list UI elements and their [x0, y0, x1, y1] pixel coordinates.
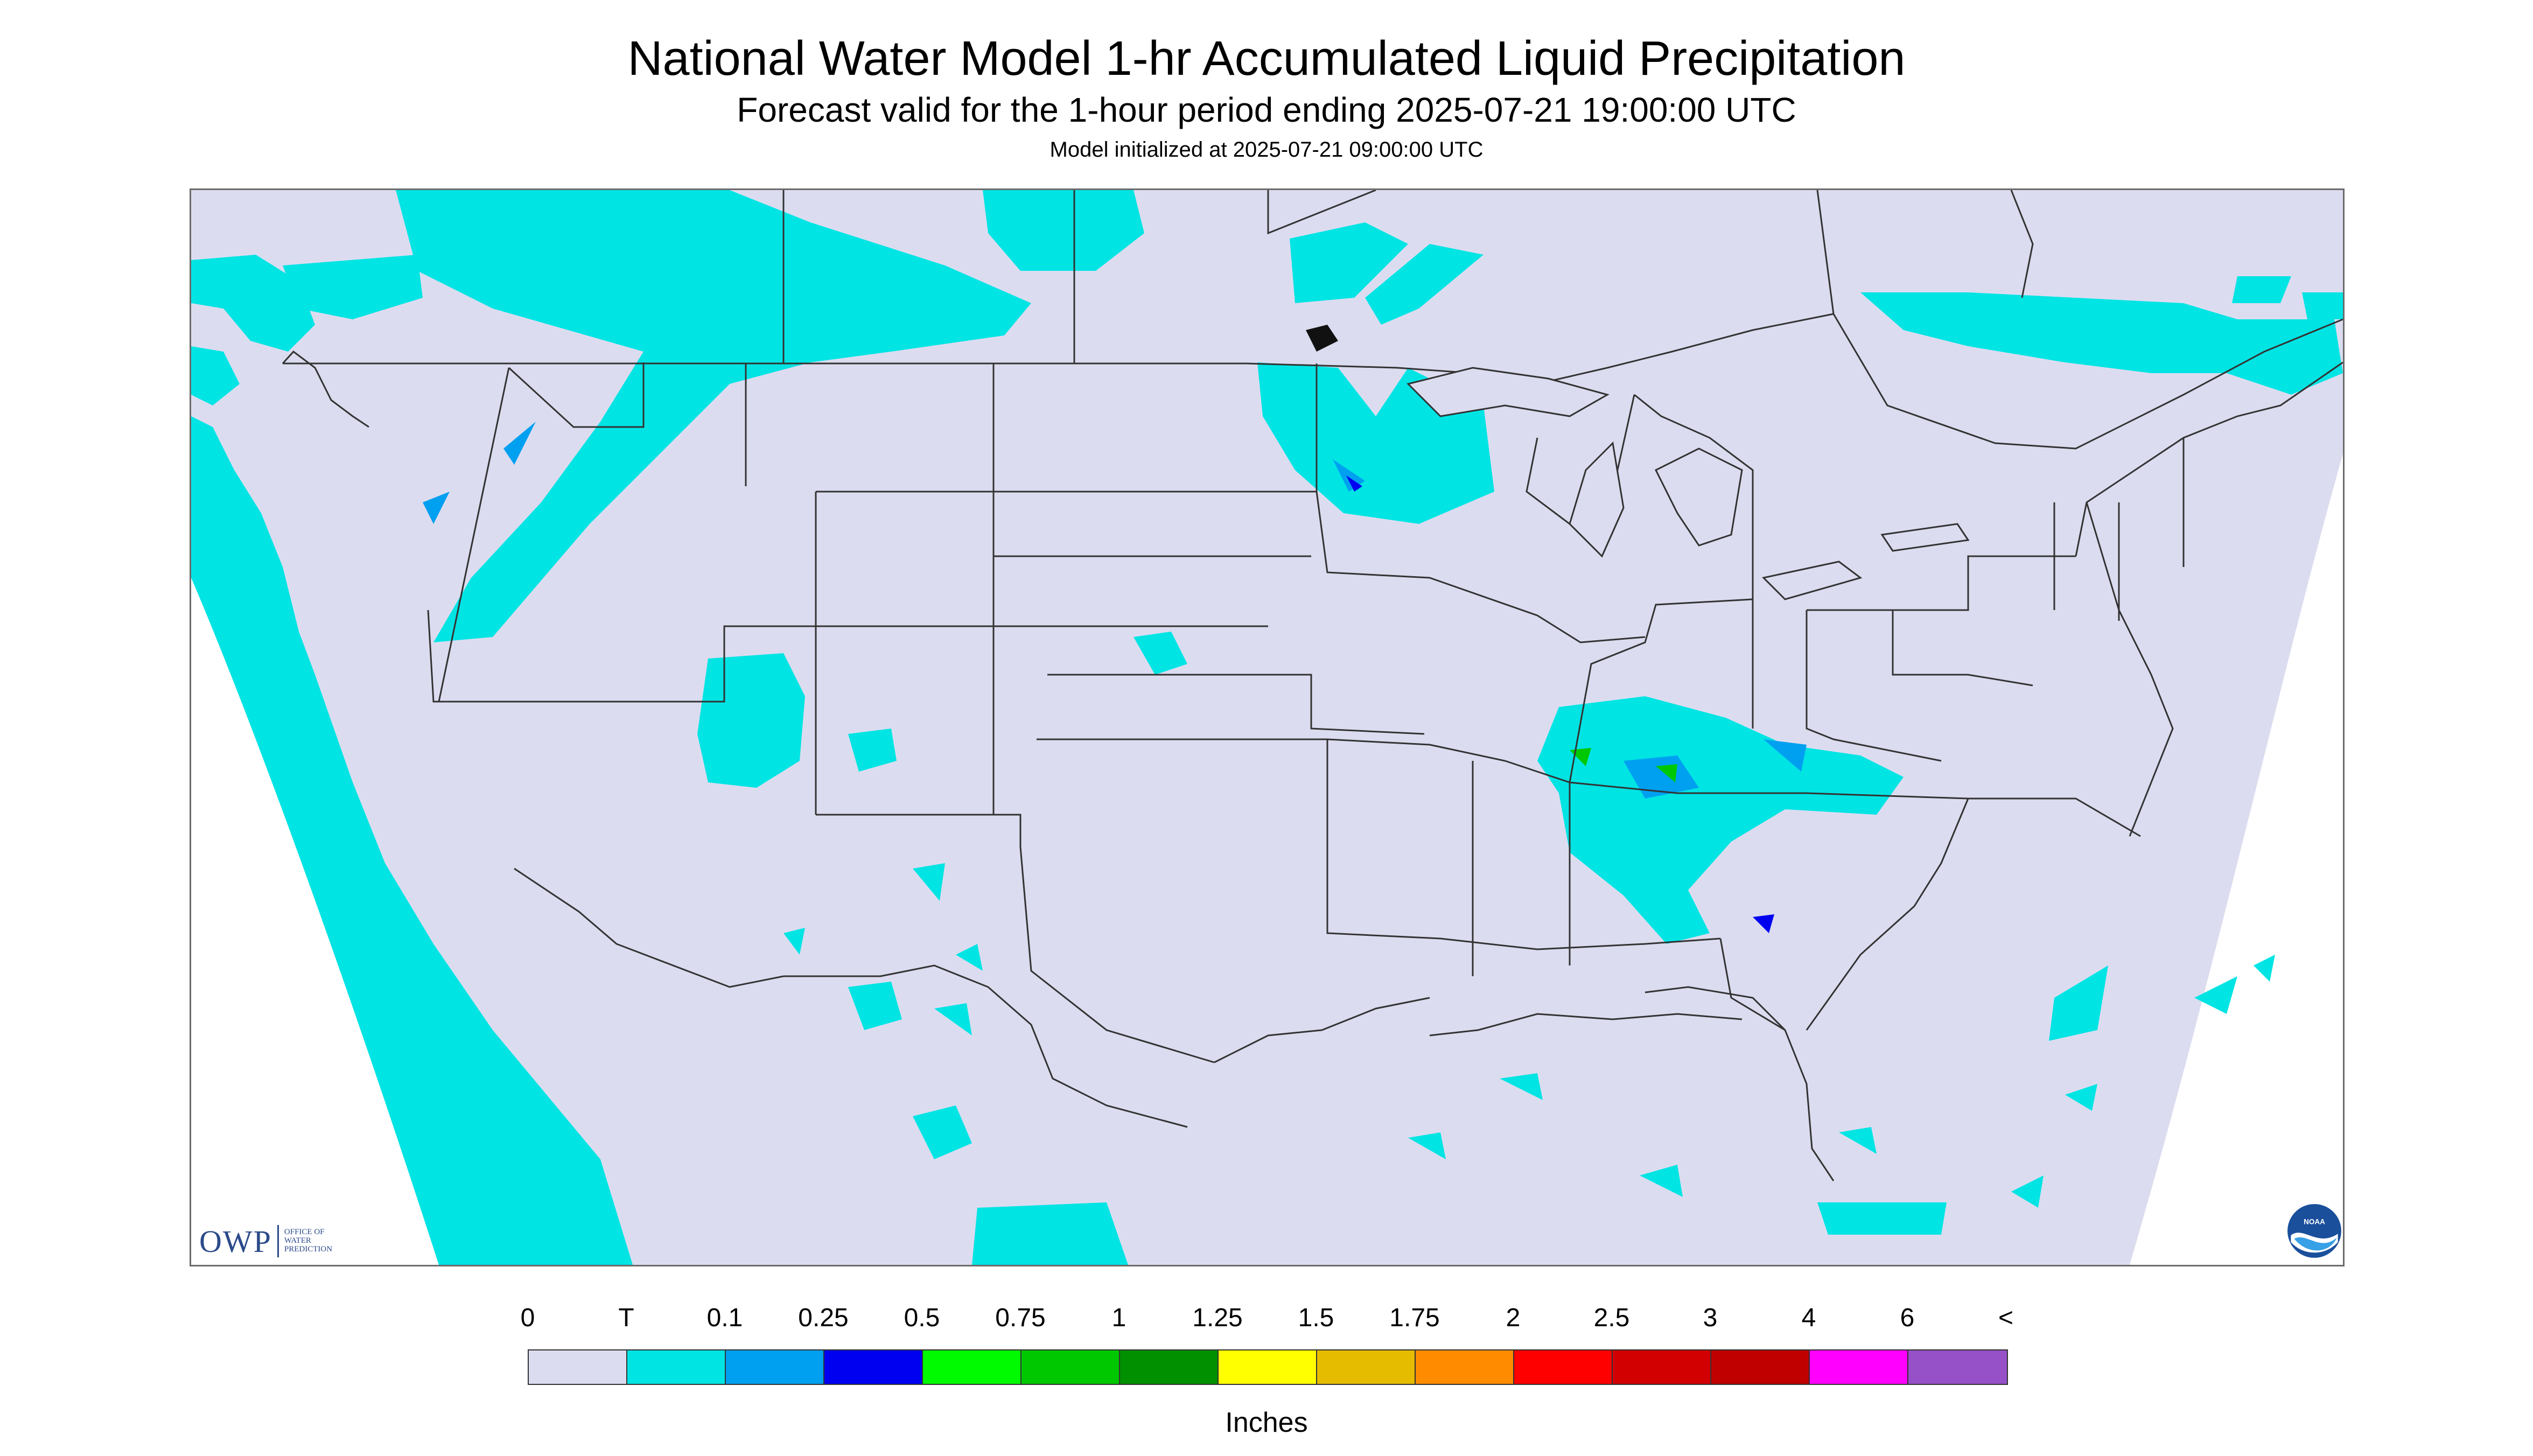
- forecast-valid-subtitle: Forecast valid for the 1-hour period end…: [737, 90, 1796, 129]
- legend-swatch: [1021, 1350, 1120, 1384]
- legend-swatch: [529, 1350, 627, 1384]
- legend-swatch: [1416, 1350, 1514, 1384]
- legend-swatch: [1120, 1350, 1219, 1384]
- northwest-band: [396, 190, 1031, 642]
- legend-swatch: [726, 1350, 824, 1384]
- legend-colorbar: [528, 1349, 2008, 1385]
- ohio-valley-precip: [1537, 696, 1904, 944]
- legend-label: 0.5: [904, 1304, 940, 1332]
- model-init-text: Model initialized at 2025-07-21 09:00:00…: [1049, 138, 1484, 162]
- legend-swatch: [1317, 1350, 1416, 1384]
- legend-label: T: [618, 1304, 634, 1332]
- owp-logo: OWP OFFICE OF WATER PREDICTION: [199, 1222, 332, 1260]
- noaa-logo-text: NOAA: [2304, 1218, 2325, 1226]
- pacific-precip-band: [191, 416, 633, 1265]
- legend-label: 2: [1506, 1304, 1521, 1332]
- model-domain: [191, 190, 2343, 1265]
- legend-swatch: [1908, 1350, 2007, 1384]
- legend-swatch: [1810, 1350, 1908, 1384]
- legend-label: 0: [520, 1304, 535, 1332]
- owp-logo-separator: [277, 1225, 279, 1257]
- legend-label: 2.5: [1593, 1304, 1630, 1332]
- noaa-logo: NOAA: [2287, 1204, 2341, 1258]
- legend-label: 1.75: [1389, 1304, 1440, 1332]
- legend-label: 1: [1111, 1304, 1126, 1332]
- precipitation-map: [190, 188, 2345, 1266]
- legend-swatch: [1514, 1350, 1613, 1384]
- map-title: National Water Model 1-hr Accumulated Li…: [627, 32, 1906, 86]
- legend-swatch: [1613, 1350, 1711, 1384]
- legend-units: Inches: [1225, 1407, 1308, 1438]
- legend-swatch: [1219, 1350, 1317, 1384]
- northeast-band: [1860, 292, 2343, 395]
- legend-label: 0.25: [798, 1304, 849, 1332]
- legend-label: 6: [1900, 1304, 1915, 1332]
- legend-label: 0.1: [706, 1304, 743, 1332]
- legend-swatch: [1711, 1350, 1810, 1384]
- owp-logo-text: OWP: [199, 1223, 272, 1259]
- legend-label: 3: [1703, 1304, 1718, 1332]
- legend-swatch: [824, 1350, 923, 1384]
- legend-label: <: [1998, 1304, 2014, 1332]
- legend-swatch: [627, 1350, 726, 1384]
- owp-logo-subtext: OFFICE OF WATER PREDICTION: [284, 1228, 333, 1254]
- legend-labels: 0 T 0.1 0.25 0.5 0.75 1 1.25 1.5 1.75 2 2.5 3 4 6 <: [521, 1303, 2014, 1335]
- legend-label: 0.75: [995, 1304, 1046, 1332]
- legend-label: 1.25: [1192, 1304, 1243, 1332]
- legend-label: 4: [1801, 1304, 1816, 1332]
- legend-swatch: [923, 1350, 1021, 1384]
- legend-label: 1.5: [1298, 1304, 1334, 1332]
